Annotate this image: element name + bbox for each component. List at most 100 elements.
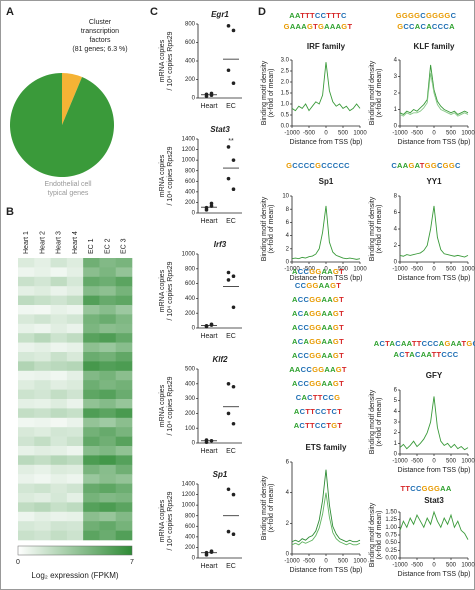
y-tick-label: 3 [394,74,398,80]
heat-cell [18,493,35,503]
column-label: Heart 3 [56,231,63,254]
y-tick-label: 0.0 [281,124,290,130]
heat-cell [50,295,68,306]
heat-cell [115,361,133,372]
x-tick-label: -1000 [392,563,408,569]
heat-cell [66,314,84,325]
heat-cell [18,352,35,362]
y-tick-label: 0 [394,260,398,266]
heat-cell [50,455,68,466]
dot [226,529,231,534]
motif-logo: ACCGGAAGT [292,351,344,360]
colorbar-label: Log₂ expression (FPKM) [31,571,118,580]
y-tick-label: 1.00 [385,525,397,531]
heat-cell [115,521,133,531]
dot [209,550,214,554]
heat-cell [83,352,100,362]
motif-logo: ACTACAATTCCC [393,350,458,359]
x-tick-label: -500 [411,131,424,137]
heat-cell [18,530,35,541]
y-tick-label: 1200 [182,492,196,498]
motif-logo: GAAAGTGAAAGT [284,22,353,31]
heat-cell [66,530,84,541]
y-tick-label: 200 [185,200,196,206]
panel-label: D [258,6,266,18]
y-tick-label: 2.0 [281,80,290,86]
y-tick-label: 2.5 [281,69,290,75]
heat-cell [99,333,117,343]
colorbar [17,545,133,556]
x-tick-label: -1000 [284,131,300,137]
motif-logo: ACTACAATTCCCAGAATGC [374,339,475,348]
heat-cell [34,342,51,353]
heat-cell [66,295,84,306]
y-axis-label: Binding motif density [369,502,376,567]
gene-title: Irf3 [214,240,227,249]
dot [231,384,236,389]
heat-cell [50,380,68,390]
dot [231,421,236,426]
heat-cell [115,511,133,522]
heat-cell [34,258,51,268]
dot [226,68,231,73]
heat-cell [50,314,68,325]
heat-cell [115,389,133,400]
y-tick-label: 1400 [182,137,196,143]
x-tick-label: -500 [411,267,424,273]
line-series [291,469,361,543]
heat-cell [18,436,35,447]
heat-cell [18,511,35,522]
heat-cell [18,474,35,484]
heat-cell [50,417,68,428]
heat-cell [83,286,100,296]
heat-cell [99,380,117,390]
heat-cell [99,258,117,268]
x-tick-label: 0 [324,267,328,273]
heat-cell [50,352,68,362]
y-tick-label: 200 [185,77,196,83]
heat-cell [34,511,51,522]
heat-cell [115,333,133,343]
heat-cell [34,436,51,447]
y-axis-label: Binding motif density [261,196,268,261]
motif-logo: GCCACACCCA [397,22,455,31]
heat-cell [50,370,68,381]
heat-cell [18,286,35,296]
heat-cell [83,276,100,287]
heat-cell [115,370,133,381]
y-tick-label: 0 [394,124,398,130]
y-tick-label: 4 [286,233,290,239]
dot [204,208,209,212]
heat-cell [50,427,68,437]
y-tick-label: 6 [394,388,398,394]
heat-cell [83,370,100,381]
heat-cell [83,455,100,466]
heat-cell [99,267,117,278]
dot [231,305,236,310]
column-label: Heart 2 [39,231,46,254]
column-label: EC 1 [88,238,95,254]
heat-cell [66,521,84,531]
pie-label: factors [89,37,111,44]
heat-cell [66,474,84,484]
heat-cell [34,361,51,372]
heat-cell [34,295,51,306]
y-tick-label: 3 [394,420,398,426]
x-axis-label: Distance from TSS (bp) [397,467,470,474]
x-axis-label: Distance from TSS (bp) [397,275,470,282]
motif-logo: GGGGCGGGGC [396,11,457,20]
heat-cell [34,286,51,296]
heat-cell [34,408,51,419]
heat-cell [18,446,35,456]
heat-cell [18,417,35,428]
x-tick-label: EC [226,103,236,110]
heat-cell [115,314,133,325]
y-axis-label: / 10⁴ copies Rps29 [167,376,174,435]
dot [231,274,236,279]
heat-cell [115,258,133,268]
line-series [399,396,469,451]
heat-cell [115,352,133,362]
y-tick-label: 400 [185,296,196,302]
heat-cell [18,323,35,334]
motif-logo: ACTTCCTGT [294,421,343,430]
